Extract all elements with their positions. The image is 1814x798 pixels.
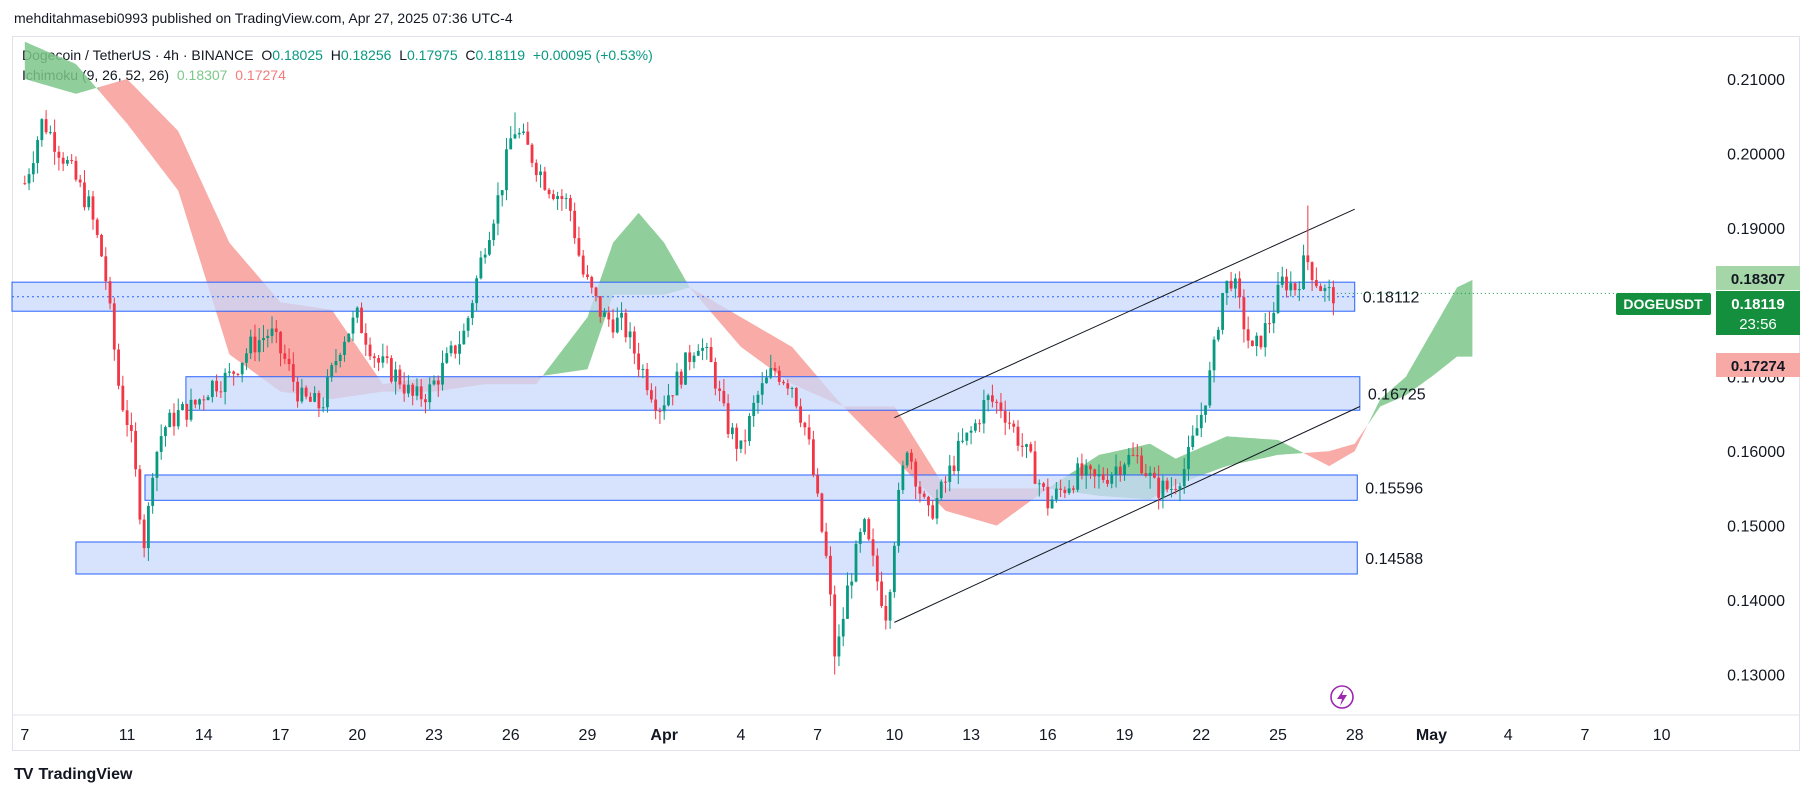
symbol-line: Dogecoin / TetherUS · 4h · BINANCE [22, 47, 254, 63]
indicator-value-span-b: 0.17274 [235, 67, 286, 83]
ohlc-close: 0.18119 [475, 47, 526, 63]
tradingview-footer[interactable]: TV TradingView [14, 766, 132, 784]
ohlc-close-label: C [465, 47, 476, 63]
ohlc-high-label: H [330, 47, 341, 63]
symbol-legend-row[interactable]: Dogecoin / TetherUS · 4h · BINANCE O0.18… [22, 45, 653, 65]
tradingview-logo: TV [14, 766, 33, 783]
published-line: mehditahmasebi0993 published on TradingV… [14, 10, 513, 26]
indicator-legend-row[interactable]: Ichimoku (9, 26, 52, 26) 0.18307 0.17274 [22, 65, 653, 85]
chart-frame [12, 36, 1800, 751]
ohlc-low: 0.17975 [407, 47, 458, 63]
ohlc-change: +0.00095 (+0.53%) [532, 47, 653, 63]
ohlc-open: 0.18025 [272, 47, 323, 63]
ohlc-low-label: L [399, 47, 407, 63]
ohlc-high: 0.18256 [340, 47, 392, 63]
tradingview-brand: TradingView [38, 766, 133, 783]
ohlc-open-label: O [261, 47, 273, 63]
indicator-value-span-a: 0.18307 [176, 67, 228, 83]
chart-legend: Dogecoin / TetherUS · 4h · BINANCE O0.18… [22, 45, 653, 85]
indicator-name: Ichimoku (9, 26, 52, 26) [22, 67, 170, 83]
